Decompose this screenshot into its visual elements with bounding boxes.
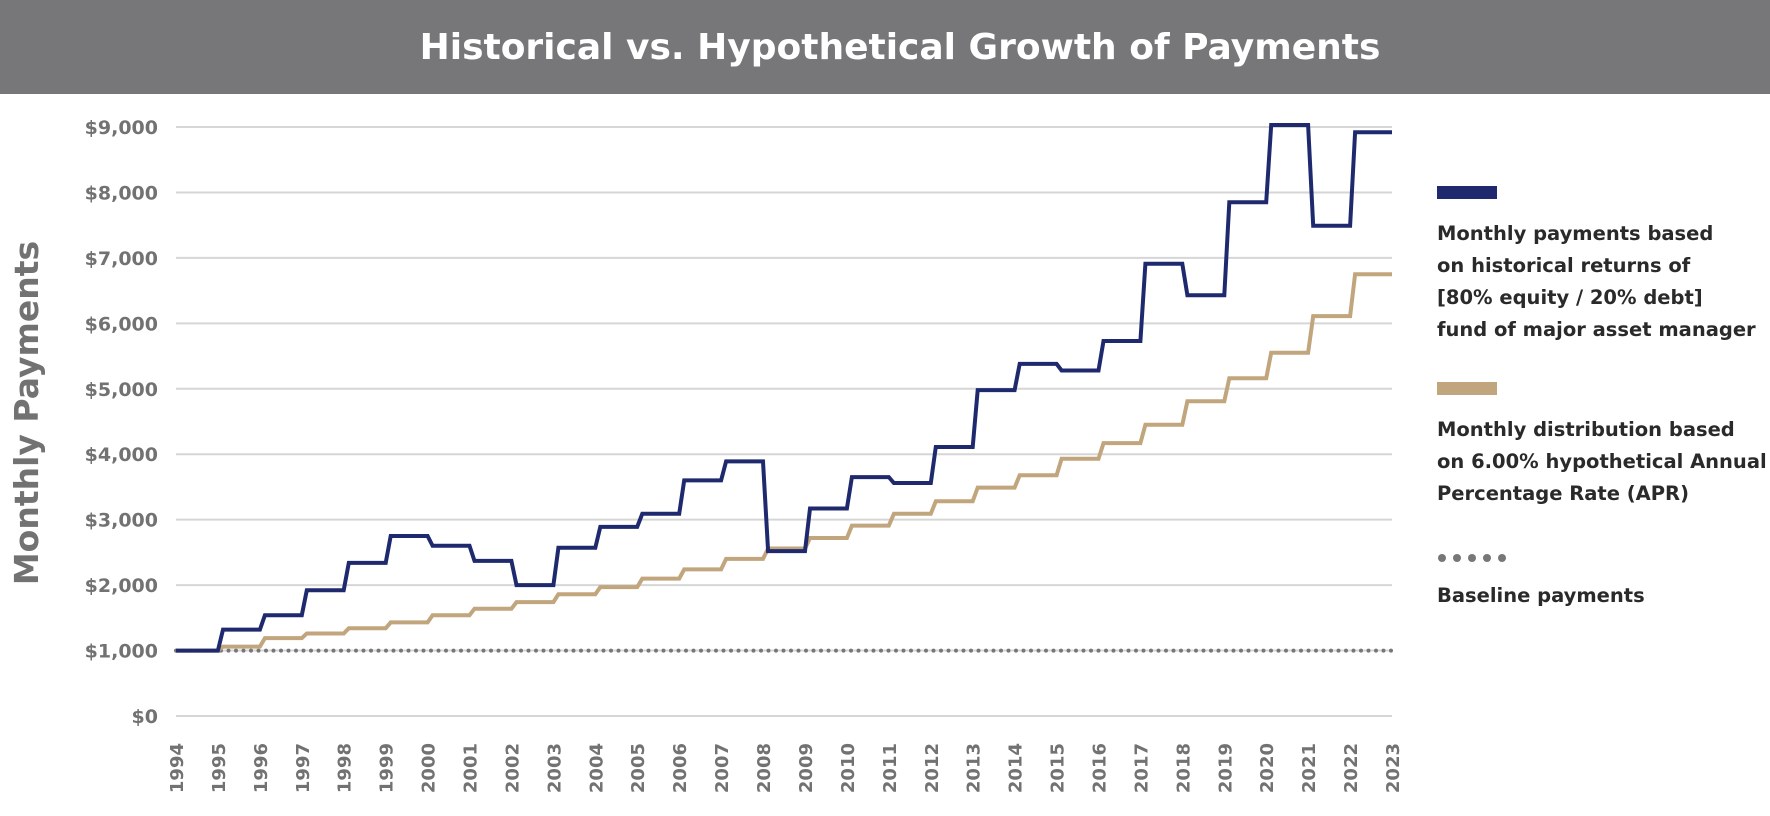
x-tick-label: 1994 <box>167 743 188 793</box>
legend-label-historical: Monthly payments based on historical ret… <box>1437 222 1756 341</box>
x-tick-label: 2007 <box>712 743 733 793</box>
y-tick-label: $7,000 <box>85 248 158 270</box>
x-tick-label: 2019 <box>1215 743 1236 793</box>
chart-title-banner: Historical vs. Hypothetical Growth of Pa… <box>0 0 1770 94</box>
y-tick-label: $9,000 <box>85 117 158 139</box>
x-tick-label: 1995 <box>209 743 230 793</box>
x-tick-label: 2018 <box>1173 743 1194 793</box>
x-tick-label: 2001 <box>461 743 482 793</box>
legend-swatch-historical <box>1437 186 1497 199</box>
series-historical-line <box>176 123 1392 653</box>
x-tick-label: 2006 <box>670 743 691 793</box>
x-tick-label: 2003 <box>544 743 565 793</box>
y-axis-tick-labels: $0 $1,000 $2,000 $3,000 $4,000 $5,000 $6,000 $7… <box>85 117 158 728</box>
chart-title: Historical vs. Hypothetical Growth of Pa… <box>419 26 1381 68</box>
y-tick-label: $8,000 <box>85 182 158 204</box>
x-tick-label: 2000 <box>419 743 440 793</box>
y-tick-label: $1,000 <box>85 641 158 663</box>
x-axis-tick-labels: 1994 1995 1996 1997 1998 1999 2000 2001 2002 2003… <box>167 743 1404 793</box>
x-tick-label: 1997 <box>293 743 314 793</box>
x-tick-label: 1996 <box>251 743 272 793</box>
legend-label-baseline: Baseline payments <box>1437 584 1645 607</box>
x-tick-label: 1998 <box>335 743 356 793</box>
x-tick-label: 2004 <box>586 743 607 793</box>
x-tick-label: 2023 <box>1383 743 1404 793</box>
x-tick-label: 2002 <box>502 743 523 793</box>
x-tick-label: 1999 <box>377 743 398 793</box>
y-tick-label: $6,000 <box>85 313 158 335</box>
y-tick-label: $3,000 <box>85 510 158 532</box>
x-tick-label: 2011 <box>880 743 901 793</box>
legend-label-hypothetical: Monthly distribution based on 6.00% hypo… <box>1437 418 1767 505</box>
x-tick-label: 2013 <box>964 743 985 793</box>
x-tick-label: 2017 <box>1131 743 1152 793</box>
legend-swatch-hypothetical <box>1437 382 1497 395</box>
y-axis-label: Monthly Payments <box>7 241 46 585</box>
y-tick-label: $4,000 <box>85 444 158 466</box>
x-tick-label: 2015 <box>1048 743 1069 793</box>
x-tick-label: 2022 <box>1341 743 1362 793</box>
y-tick-label: $5,000 <box>85 379 158 401</box>
x-tick-label: 2005 <box>628 743 649 793</box>
x-tick-label: 2009 <box>796 743 817 793</box>
y-tick-label: $0 <box>132 706 158 728</box>
x-tick-label: 2012 <box>922 743 943 793</box>
y-tick-label: $2,000 <box>85 575 158 597</box>
legend-swatch-baseline <box>1438 554 1506 562</box>
series-lines <box>174 123 1394 653</box>
x-tick-label: 2010 <box>838 743 859 793</box>
x-tick-label: 2008 <box>754 743 775 793</box>
gridlines <box>176 126 1392 717</box>
x-tick-label: 2021 <box>1299 743 1320 793</box>
series-hypothetical-line <box>176 272 1392 653</box>
x-tick-label: 2020 <box>1257 743 1278 793</box>
x-tick-label: 2014 <box>1006 743 1027 793</box>
x-tick-label: 2016 <box>1089 743 1110 793</box>
